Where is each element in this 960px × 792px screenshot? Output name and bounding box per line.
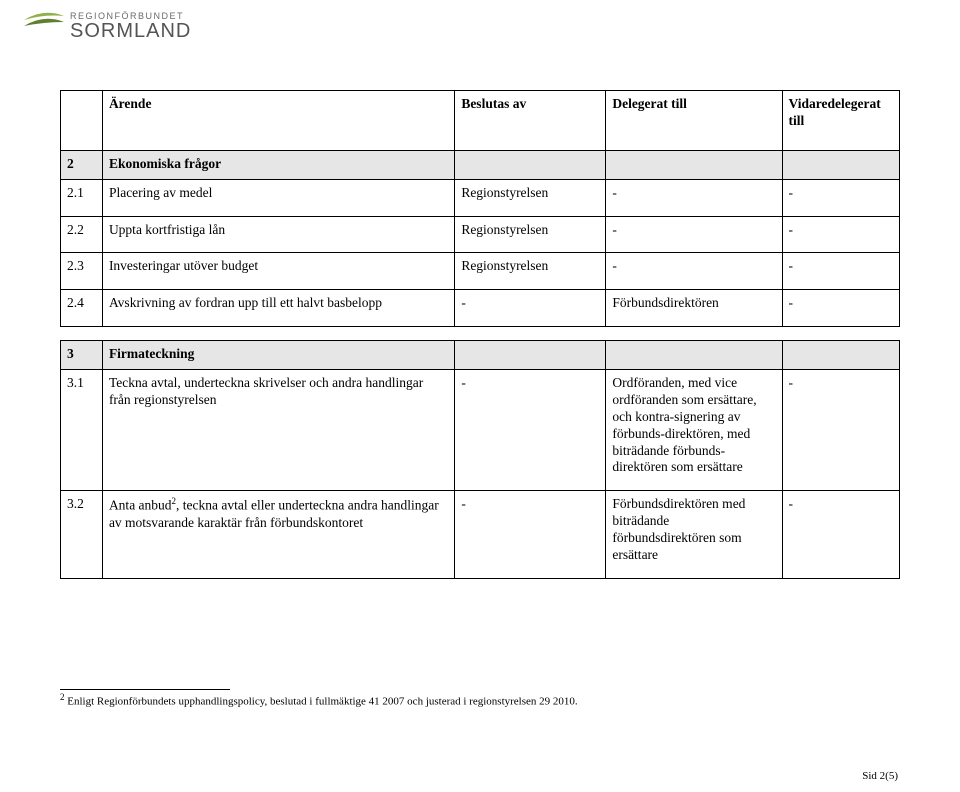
row-b: - <box>606 179 782 216</box>
row-b: Förbundsdirektören med biträdande förbun… <box>606 491 782 579</box>
table-row: 2.3 Investeringar utöver budget Regionst… <box>61 253 900 290</box>
row-a: Regionstyrelsen <box>455 179 606 216</box>
row-desc-head: Anta anbud <box>109 498 172 513</box>
section-title: Ekonomiska frågor <box>102 150 454 179</box>
footnote-separator <box>60 689 230 690</box>
table-row: 2.4 Avskrivning av fordran upp till ett … <box>61 290 900 327</box>
row-c: - <box>782 491 899 579</box>
row-desc: Investeringar utöver budget <box>102 253 454 290</box>
section-blank <box>606 341 782 370</box>
table-row: 2.1 Placering av medel Regionstyrelsen -… <box>61 179 900 216</box>
footnote: 2 Enligt Regionförbundets upphandlingspo… <box>60 692 900 709</box>
row-a: Regionstyrelsen <box>455 216 606 253</box>
header-beslutas: Beslutas av <box>455 91 606 151</box>
row-num: 3.2 <box>61 491 103 579</box>
logo-swoosh-icon <box>22 6 66 46</box>
row-c: - <box>782 290 899 327</box>
logo: REGIONFÖRBUNDET SORMLAND <box>22 6 191 46</box>
section-num: 2 <box>61 150 103 179</box>
section-row: 3 Firmateckning <box>61 341 900 370</box>
spacer <box>61 327 900 341</box>
row-c: - <box>782 370 899 491</box>
row-num: 2.1 <box>61 179 103 216</box>
row-c: - <box>782 179 899 216</box>
section-blank <box>782 341 899 370</box>
table-header-row: Ärende Beslutas av Delegerat till Vidare… <box>61 91 900 151</box>
section-blank <box>455 341 606 370</box>
table-row: 3.2 Anta anbud2, teckna avtal eller unde… <box>61 491 900 579</box>
row-a: - <box>455 491 606 579</box>
row-a: Regionstyrelsen <box>455 253 606 290</box>
section-blank <box>455 150 606 179</box>
section-blank <box>606 150 782 179</box>
section-row: 2 Ekonomiska frågor <box>61 150 900 179</box>
row-b: - <box>606 216 782 253</box>
header-vidare: Vidaredelegerat till <box>782 91 899 151</box>
row-num: 2.4 <box>61 290 103 327</box>
header-blank <box>61 91 103 151</box>
row-desc: Teckna avtal, underteckna skrivelser och… <box>102 370 454 491</box>
section-num: 3 <box>61 341 103 370</box>
section-title: Firmateckning <box>102 341 454 370</box>
header-arende: Ärende <box>102 91 454 151</box>
row-desc: Anta anbud2, teckna avtal eller undertec… <box>102 491 454 579</box>
delegation-table: Ärende Beslutas av Delegerat till Vidare… <box>60 90 900 579</box>
section-blank <box>782 150 899 179</box>
row-desc: Uppta kortfristiga lån <box>102 216 454 253</box>
row-num: 2.2 <box>61 216 103 253</box>
row-num: 2.3 <box>61 253 103 290</box>
row-b: Förbundsdirektören <box>606 290 782 327</box>
logo-main-label: SORMLAND <box>70 21 191 41</box>
row-a: - <box>455 370 606 491</box>
row-num: 3.1 <box>61 370 103 491</box>
row-desc: Placering av medel <box>102 179 454 216</box>
header-delegerat: Delegerat till <box>606 91 782 151</box>
logo-text: REGIONFÖRBUNDET SORMLAND <box>70 12 191 41</box>
table-row: 3.1 Teckna avtal, underteckna skrivelser… <box>61 370 900 491</box>
row-a: - <box>455 290 606 327</box>
row-desc: Avskrivning av fordran upp till ett halv… <box>102 290 454 327</box>
row-c: - <box>782 253 899 290</box>
page-number: Sid 2(5) <box>862 770 898 782</box>
footnote-text: Enligt Regionförbundets upphandlingspoli… <box>65 695 578 707</box>
row-b: - <box>606 253 782 290</box>
table-row: 2.2 Uppta kortfristiga lån Regionstyrels… <box>61 216 900 253</box>
row-b: Ordföranden, med vice ordföranden som er… <box>606 370 782 491</box>
row-c: - <box>782 216 899 253</box>
